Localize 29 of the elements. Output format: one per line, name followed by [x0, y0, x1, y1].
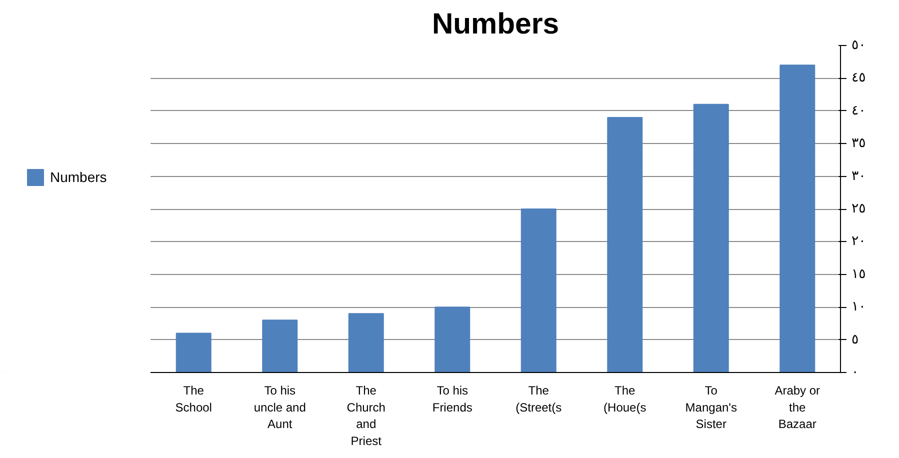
y-tick-label: ٣٥	[852, 136, 866, 152]
x-tick-label: The School	[175, 384, 212, 414]
bar	[434, 306, 470, 372]
y-tick-label: ٥٠	[852, 38, 866, 53]
x-tick-label: The (Houe(s	[604, 384, 646, 414]
bar	[520, 208, 556, 372]
bar	[780, 64, 816, 372]
y-tick-label: ٤٠	[852, 103, 866, 118]
x-tick-label: Araby or the Bazaar	[774, 384, 820, 432]
y-tick-label: ٢٥	[852, 202, 866, 216]
chart-title: Numbers	[432, 8, 560, 40]
x-tick-label: The (Street(s	[516, 384, 562, 414]
y-tick-label: ٤٥	[852, 70, 866, 86]
y-tick-label: ٠	[852, 365, 859, 380]
x-tick-label: To his uncle and Aunt	[254, 384, 306, 432]
y-tick-label: ٣٠	[852, 168, 866, 184]
bar	[176, 332, 212, 372]
x-tick-label: To Mangan's Sister	[685, 384, 737, 432]
bar	[607, 116, 643, 372]
x-tick-label: The Church and Priest	[346, 384, 386, 448]
y-tick-label: ١٥	[852, 266, 866, 282]
legend-label: Numbers	[50, 169, 107, 185]
bar	[262, 320, 298, 372]
y-tick-label: ٥	[852, 332, 859, 348]
bar	[348, 313, 384, 372]
y-tick-label: ٢٠	[852, 234, 866, 250]
x-tick-label: To his Friends	[432, 384, 472, 414]
y-tick-label: ١٠	[852, 300, 866, 315]
bar	[693, 104, 729, 372]
